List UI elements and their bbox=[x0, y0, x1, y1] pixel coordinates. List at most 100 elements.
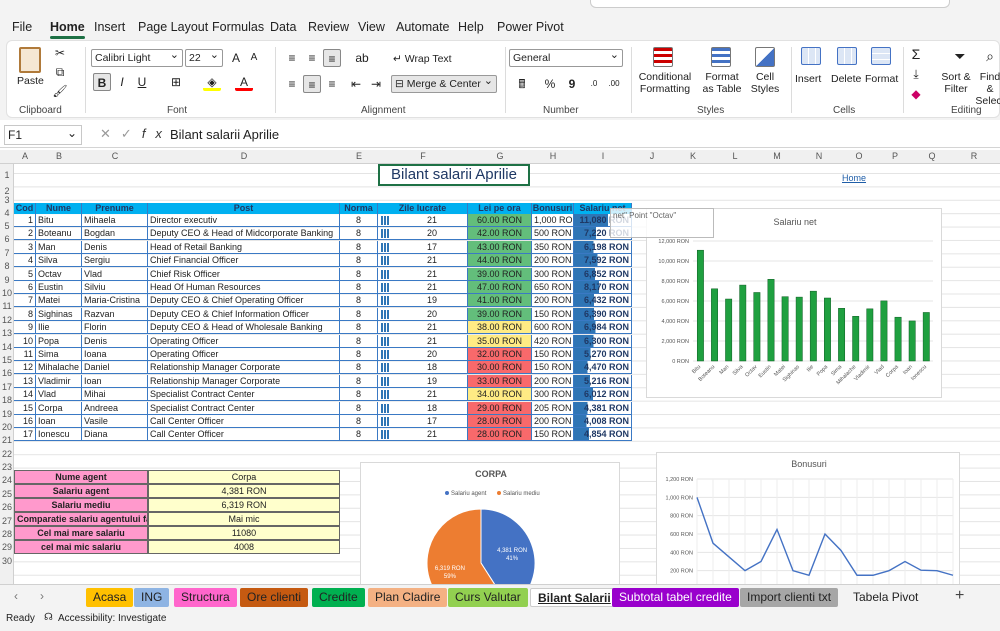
cell-cod[interactable]: 10 bbox=[14, 334, 36, 348]
cell-cod[interactable]: 2 bbox=[14, 227, 36, 241]
column-header-J[interactable]: J bbox=[649, 151, 655, 161]
percent-icon[interactable]: % bbox=[544, 77, 556, 91]
cell-prenume[interactable]: Bogdan bbox=[82, 227, 148, 241]
cell-salariu-net[interactable]: 6,012 RON bbox=[574, 388, 632, 402]
cell-zile-lucrate[interactable]: 21 bbox=[378, 254, 468, 268]
cell-post[interactable]: Deputy CEO & Head of Midcorporate Bankin… bbox=[148, 227, 340, 241]
header-cell-lei-pe-ora[interactable]: Lei pe ora bbox=[468, 203, 532, 214]
bar-mihalache[interactable] bbox=[852, 316, 860, 362]
cell-cod[interactable]: 11 bbox=[14, 348, 36, 361]
cell-bonusuri[interactable]: 200 RON bbox=[532, 254, 574, 268]
align-middle-icon[interactable]: ≡ bbox=[308, 51, 316, 65]
cell-bonusuri[interactable]: 600 RON bbox=[532, 321, 574, 335]
align-right-icon[interactable]: ≡ bbox=[328, 77, 336, 91]
cell-norma[interactable]: 8 bbox=[340, 227, 378, 241]
cell-salariu-net[interactable]: 6,984 RON bbox=[574, 321, 632, 335]
ribbon-tab-review[interactable]: Review bbox=[308, 20, 349, 34]
summary-label[interactable]: Nume agent bbox=[14, 470, 148, 484]
cell-zile-lucrate[interactable]: 20 bbox=[378, 227, 468, 241]
format-painter-icon[interactable]: 🖌 bbox=[52, 84, 68, 98]
cell-cod[interactable]: 6 bbox=[14, 281, 36, 294]
number-format-select[interactable]: General bbox=[509, 49, 623, 67]
cell-salariu-net[interactable]: 6,852 RON bbox=[574, 267, 632, 281]
cell-norma[interactable]: 8 bbox=[340, 361, 378, 375]
cell-prenume[interactable]: Maria-Cristina bbox=[82, 294, 148, 308]
cell-norma[interactable]: 8 bbox=[340, 415, 378, 428]
formula-input[interactable]: Bilant salarii Aprilie bbox=[170, 127, 280, 142]
pie-slice-salariu-mediu[interactable] bbox=[426, 508, 510, 584]
cell-salariu-net[interactable]: 6,300 RON bbox=[574, 334, 632, 348]
cell-prenume[interactable]: Denis bbox=[82, 240, 148, 254]
align-bottom-icon[interactable]: ≡ bbox=[323, 49, 341, 67]
column-header-K[interactable]: K bbox=[689, 151, 696, 161]
cell-cod[interactable]: 12 bbox=[14, 361, 36, 375]
cell-nume[interactable]: Sima bbox=[36, 348, 82, 361]
cell-nume[interactable]: Man bbox=[36, 240, 82, 254]
sheet-tab-acasa[interactable]: Acasa bbox=[86, 588, 134, 607]
ribbon-tab-help[interactable]: Help bbox=[458, 20, 484, 34]
cell-post[interactable]: Chief Financial Officer bbox=[148, 254, 340, 268]
align-left-icon[interactable]: ≡ bbox=[288, 77, 296, 91]
summary-label[interactable]: Salariu mediu bbox=[14, 498, 148, 512]
cell-post[interactable]: Specialist Contract Center bbox=[148, 388, 340, 402]
cell-bonusuri[interactable]: 200 RON bbox=[532, 374, 574, 388]
cell-bonusuri[interactable]: 1,000 RON bbox=[532, 214, 574, 227]
cell-lei-pe-ora[interactable]: 60.00 RON bbox=[468, 214, 532, 227]
cell-prenume[interactable]: Denis bbox=[82, 334, 148, 348]
cell-lei-pe-ora[interactable]: 38.00 RON bbox=[468, 321, 532, 335]
increase-decimal-icon[interactable]: .0 bbox=[590, 79, 598, 88]
cell-lei-pe-ora[interactable]: 35.00 RON bbox=[468, 334, 532, 348]
cell-zile-lucrate[interactable]: 19 bbox=[378, 294, 468, 308]
bar-chart-salariu-net[interactable]: Salariu net 12,000 RON 10,000 RON 8,000 RON… bbox=[646, 208, 942, 398]
row-header-12[interactable]: 12 bbox=[1, 315, 12, 325]
column-header-F[interactable]: F bbox=[420, 151, 426, 161]
cell-salariu-net[interactable]: 6,390 RON bbox=[574, 307, 632, 321]
sort-filter-icon[interactable]: ⏷ bbox=[954, 48, 966, 64]
paste-button[interactable]: Paste bbox=[17, 75, 44, 87]
column-header-L[interactable]: L bbox=[732, 151, 738, 161]
cell-norma[interactable]: 8 bbox=[340, 254, 378, 268]
row-header-26[interactable]: 26 bbox=[1, 502, 12, 512]
sheet-tab-credite[interactable]: Credite bbox=[312, 588, 365, 607]
cell-cod[interactable]: 8 bbox=[14, 307, 36, 321]
summary-value[interactable]: Corpa bbox=[148, 470, 340, 484]
summary-label[interactable]: cel mai mic salariu bbox=[14, 540, 148, 554]
align-top-icon[interactable]: ≡ bbox=[288, 51, 296, 65]
cell-prenume[interactable]: Mihai bbox=[82, 388, 148, 402]
cell-bonusuri[interactable]: 300 RON bbox=[532, 388, 574, 402]
cell-salariu-net[interactable]: 4,381 RON bbox=[574, 401, 632, 415]
cell-post[interactable]: Operating Officer bbox=[148, 334, 340, 348]
column-header-Q[interactable]: Q bbox=[928, 151, 936, 161]
cell-bonusuri[interactable]: 150 RON bbox=[532, 307, 574, 321]
cell-salariu-net[interactable]: 8,170 RON bbox=[574, 281, 632, 294]
cell-post[interactable]: Head of Retail Banking bbox=[148, 240, 340, 254]
sheet-tab-structura[interactable]: Structura bbox=[174, 588, 237, 607]
cell-cod[interactable]: 5 bbox=[14, 267, 36, 281]
cell-norma[interactable]: 8 bbox=[340, 348, 378, 361]
bar-ilie[interactable] bbox=[809, 290, 817, 362]
decrease-decimal-icon[interactable]: .00 bbox=[608, 79, 620, 88]
column-header-B[interactable]: B bbox=[55, 151, 62, 161]
cell-cod[interactable]: 15 bbox=[14, 401, 36, 415]
cell-zile-lucrate[interactable]: 21 bbox=[378, 281, 468, 294]
bar-bitu[interactable] bbox=[696, 249, 704, 362]
cell-prenume[interactable]: Razvan bbox=[82, 307, 148, 321]
cell-cod[interactable]: 9 bbox=[14, 321, 36, 335]
conditional-formatting-icon[interactable] bbox=[653, 47, 673, 67]
bar-sighinas[interactable] bbox=[795, 296, 803, 362]
cell-cod[interactable]: 13 bbox=[14, 374, 36, 388]
enter-icon[interactable]: ✓ bbox=[120, 126, 142, 141]
cell-bonusuri[interactable]: 420 RON bbox=[532, 334, 574, 348]
bar-man[interactable] bbox=[725, 298, 733, 362]
cell-zile-lucrate[interactable]: 17 bbox=[378, 240, 468, 254]
header-cell-prenume[interactable]: Prenume bbox=[82, 203, 148, 214]
row-header-14[interactable]: 14 bbox=[1, 342, 12, 352]
cell-nume[interactable]: Octav bbox=[36, 267, 82, 281]
summary-value[interactable]: Mai mic bbox=[148, 512, 340, 526]
row-header-8[interactable]: 8 bbox=[4, 261, 10, 271]
cell-lei-pe-ora[interactable]: 30.00 RON bbox=[468, 361, 532, 375]
sheet-tab-bilant-salarii[interactable]: Bilant Salarii bbox=[530, 588, 619, 607]
cell-prenume[interactable]: Vlad bbox=[82, 267, 148, 281]
column-header-R[interactable]: R bbox=[970, 151, 978, 161]
ribbon-tab-data[interactable]: Data bbox=[270, 20, 297, 34]
